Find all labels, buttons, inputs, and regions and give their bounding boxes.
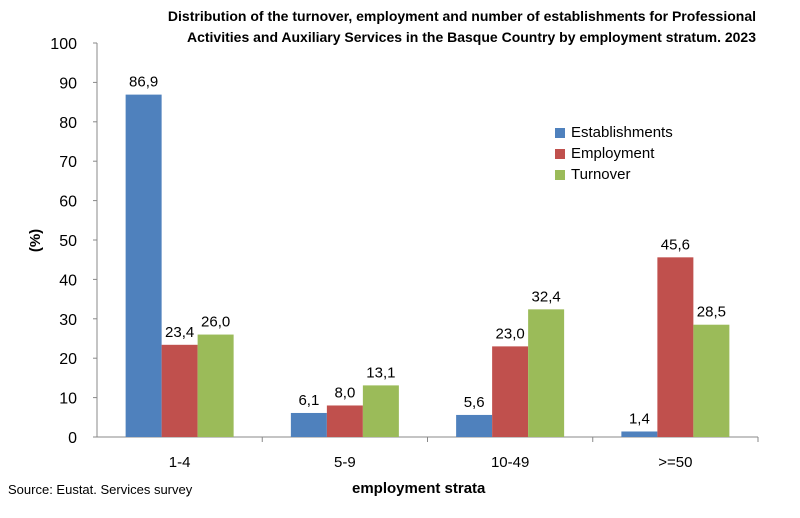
chart-title-line-1: Distribution of the turnover, employment… xyxy=(167,8,756,24)
x-axis-title: employment strata xyxy=(352,480,486,497)
data-label-employment-1: 8,0 xyxy=(334,384,355,401)
legend-item-employment: Employment xyxy=(555,143,673,164)
bar-turnover-3 xyxy=(693,324,730,437)
data-label-employment-0: 23,4 xyxy=(165,324,194,341)
x-tick-label: 5-9 xyxy=(334,454,356,471)
data-label-establishments-2: 5,6 xyxy=(464,394,485,411)
bar-establishments-2 xyxy=(456,414,493,437)
legend-item-turnover: Turnover xyxy=(555,164,673,185)
bar-turnover-0 xyxy=(197,334,234,437)
bar-employment-2 xyxy=(492,346,529,437)
legend-label-employment: Employment xyxy=(571,145,655,162)
legend-item-establishments: Establishments xyxy=(555,122,673,143)
source-note: Source: Eustat. Services survey xyxy=(8,482,193,497)
bar-employment-0 xyxy=(161,344,198,437)
legend-swatch-employment xyxy=(555,148,565,159)
y-tick-label: 70 xyxy=(59,154,77,171)
bar-establishments-0 xyxy=(125,94,162,437)
legend: Establishments Employment Turnover xyxy=(555,122,673,185)
legend-label-establishments: Establishments xyxy=(571,124,673,141)
data-label-employment-3: 45,6 xyxy=(661,236,690,253)
bar-employment-3 xyxy=(657,257,694,437)
data-label-turnover-0: 26,0 xyxy=(201,314,230,331)
data-label-employment-2: 23,0 xyxy=(496,325,525,342)
legend-swatch-establishments xyxy=(555,127,565,138)
bar-turnover-2 xyxy=(528,309,565,437)
chart-title-line-2: Activities and Auxiliary Services in the… xyxy=(186,29,756,45)
bar-establishments-1 xyxy=(290,412,327,437)
legend-label-turnover: Turnover xyxy=(571,166,631,183)
bar-employment-1 xyxy=(326,405,363,437)
y-tick-label: 30 xyxy=(59,312,77,329)
y-tick-label: 50 xyxy=(59,233,77,250)
y-tick-label: 10 xyxy=(59,391,77,408)
data-label-turnover-2: 32,4 xyxy=(532,288,561,305)
bar-turnover-1 xyxy=(362,385,399,437)
data-label-turnover-3: 28,5 xyxy=(697,304,726,321)
bar-establishments-3 xyxy=(621,431,658,437)
data-label-turnover-1: 13,1 xyxy=(366,364,395,381)
x-tick-label: >=50 xyxy=(658,454,692,471)
chart-title: Distribution of the turnover, employment… xyxy=(56,6,756,48)
x-tick-label: 1-4 xyxy=(169,454,191,471)
y-axis-title: (%) xyxy=(27,228,45,253)
y-tick-label: 80 xyxy=(59,115,77,132)
y-tick-label: 0 xyxy=(68,430,77,447)
y-tick-label: 20 xyxy=(59,351,77,368)
legend-swatch-turnover xyxy=(555,169,565,180)
data-label-establishments-1: 6,1 xyxy=(298,392,319,409)
y-tick-label: 60 xyxy=(59,194,77,211)
y-tick-label: 100 xyxy=(50,36,77,53)
data-label-establishments-0: 86,9 xyxy=(129,74,158,91)
data-label-establishments-3: 1,4 xyxy=(629,410,650,427)
y-tick-label: 90 xyxy=(59,75,77,92)
y-tick-label: 40 xyxy=(59,272,77,289)
x-tick-label: 10-49 xyxy=(491,454,529,471)
